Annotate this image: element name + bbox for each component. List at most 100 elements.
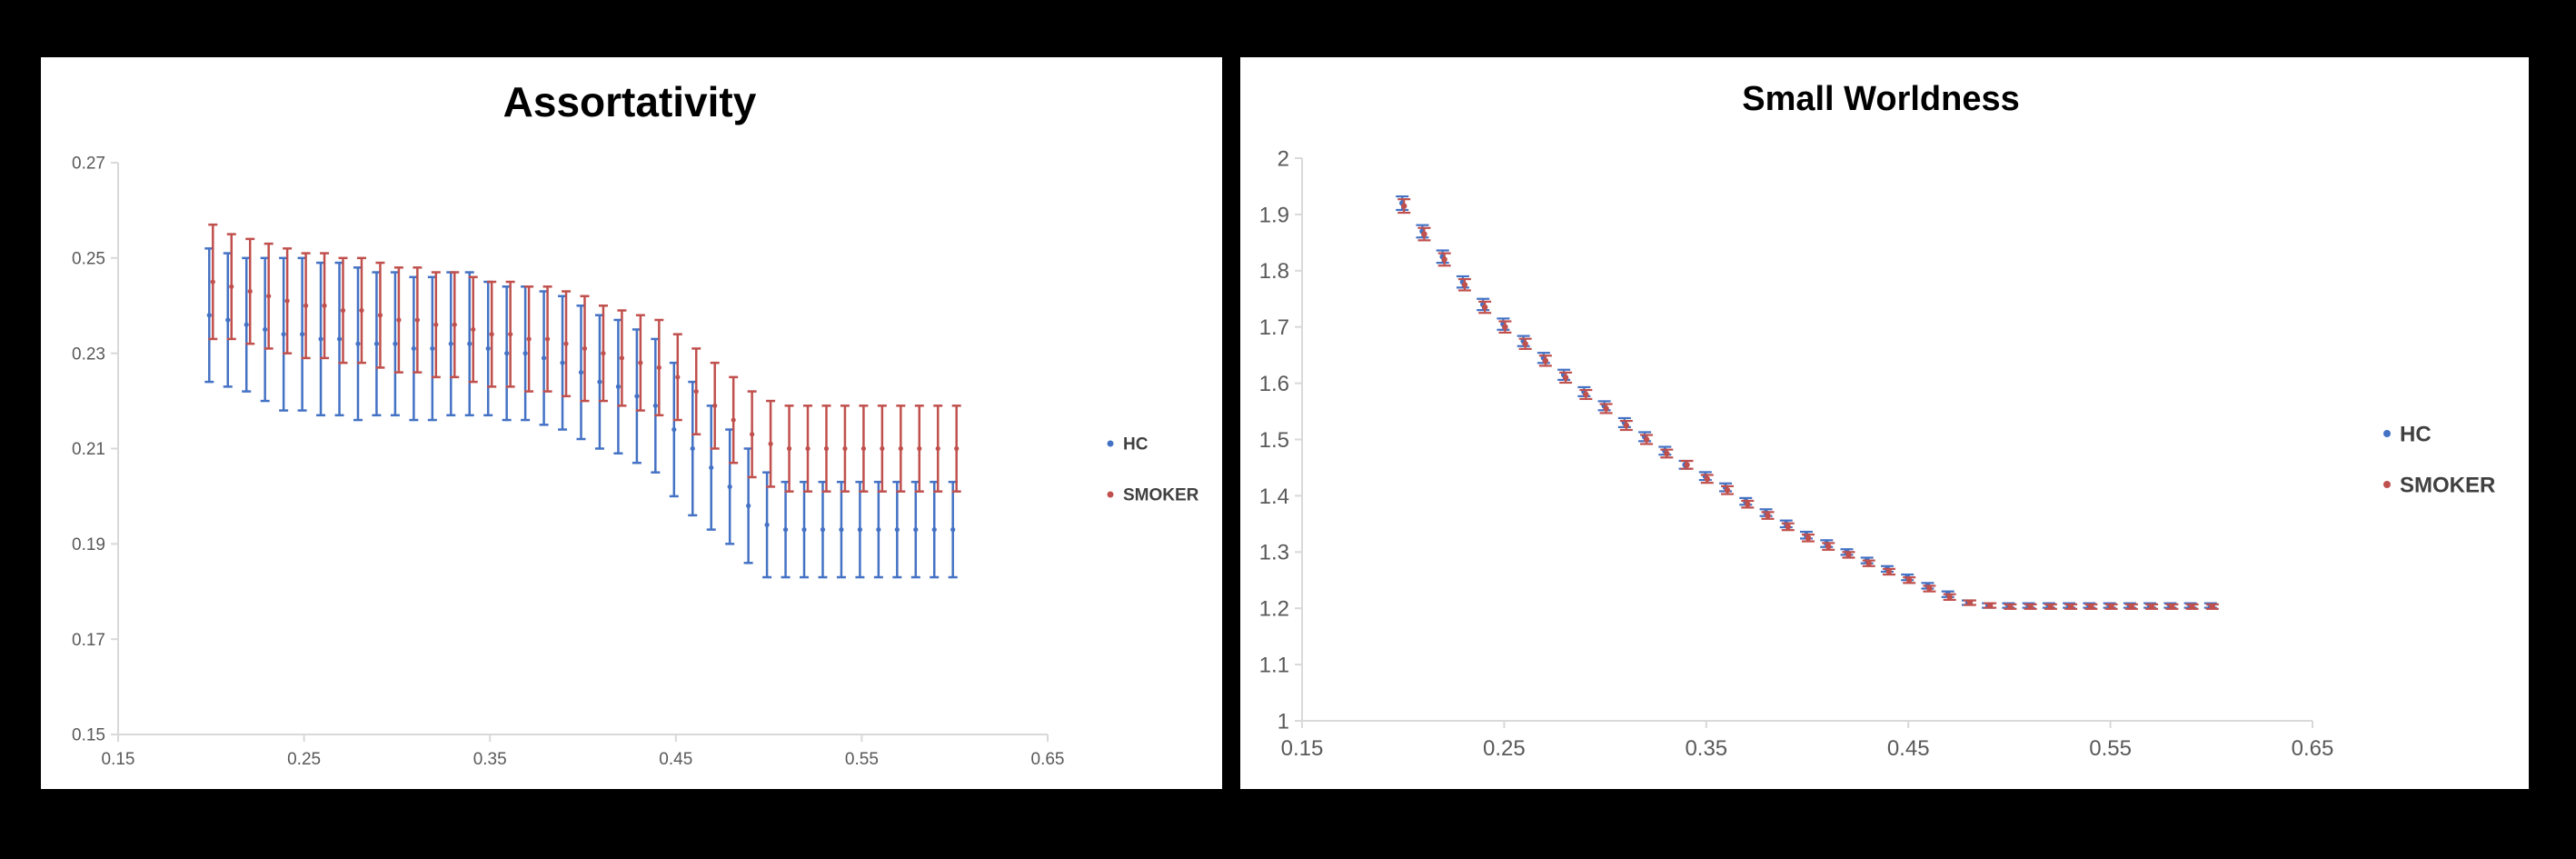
data-point	[1664, 450, 1670, 457]
data-point	[229, 284, 234, 289]
data-point	[1421, 231, 1427, 237]
data-point	[489, 332, 494, 337]
chart-title: Small Worldness	[1742, 80, 2020, 118]
data-point	[318, 336, 323, 342]
y-tick-label: 0.19	[72, 535, 105, 554]
data-point	[2189, 604, 2195, 610]
data-point	[411, 345, 416, 352]
series-hc	[1396, 195, 2217, 609]
data-point	[601, 351, 606, 356]
data-point	[931, 527, 937, 533]
data-point	[485, 345, 491, 352]
data-point	[578, 370, 584, 375]
data-point	[1684, 462, 1690, 468]
data-point	[857, 527, 863, 533]
chart-title: Assortativity	[503, 78, 757, 125]
y-tick-label: 1	[1278, 709, 1289, 734]
data-point	[508, 332, 513, 337]
y-tick-label: 0.25	[72, 249, 105, 268]
data-point	[690, 445, 695, 452]
data-point	[917, 445, 922, 452]
y-tick-label: 1.8	[1259, 259, 1289, 284]
legend-label: SMOKER	[2400, 473, 2495, 497]
y-tick-label: 1.2	[1259, 597, 1289, 622]
legend-label: HC	[1123, 435, 1149, 454]
data-point	[1745, 501, 1751, 507]
x-tick-label: 0.25	[287, 750, 321, 769]
data-point	[377, 313, 383, 318]
data-point	[1401, 203, 1407, 209]
data-point	[709, 464, 714, 471]
x-tick-label: 0.45	[1887, 736, 1930, 761]
data-point	[786, 445, 792, 452]
data-point	[2148, 604, 2155, 610]
data-point	[206, 313, 212, 318]
data-point	[768, 441, 773, 446]
data-point	[1603, 405, 1609, 412]
data-point	[471, 326, 476, 333]
data-point	[300, 332, 305, 337]
data-point	[727, 484, 732, 490]
data-point	[823, 445, 830, 452]
assortativity-chart-panel: Assortativity 0.15 0.17 0.19 0.21 0.23 0.25 0.…	[41, 57, 1222, 789]
data-point	[656, 365, 661, 370]
data-point	[373, 341, 380, 346]
assortativity-chart: Assortativity 0.15 0.17 0.19 0.21 0.23 0.25 0.…	[72, 78, 1199, 769]
data-point	[467, 341, 472, 346]
data-point	[1724, 487, 1731, 494]
y-tick-label: 1.5	[1259, 428, 1289, 453]
data-point	[430, 345, 435, 352]
data-point	[263, 326, 268, 333]
data-point	[266, 294, 272, 299]
small-worldness-chart: Small Worldness 1 1.1 1.2 1.3 1.4 1.5 1.6 1.7 1.…	[1259, 80, 2496, 761]
data-point	[1502, 324, 1508, 330]
data-point	[1522, 341, 1528, 347]
data-point	[652, 403, 658, 408]
data-point	[2007, 604, 2014, 610]
y-tick-label: 1.7	[1259, 315, 1289, 340]
data-point	[764, 522, 770, 527]
data-point	[1986, 602, 1994, 609]
data-point	[894, 527, 900, 533]
x-tick-label: 0.15	[1281, 736, 1324, 761]
data-point	[541, 355, 547, 361]
data-point	[452, 322, 457, 327]
data-point	[563, 341, 569, 346]
data-point	[746, 503, 751, 508]
data-point	[2067, 604, 2074, 610]
x-tick-label: 0.45	[659, 750, 692, 769]
data-point	[1966, 599, 1974, 606]
x-tick-label: 0.15	[102, 750, 135, 769]
data-point	[693, 389, 699, 395]
data-point	[393, 341, 398, 346]
data-point	[1461, 282, 1468, 288]
data-point	[582, 345, 588, 352]
data-point	[1906, 577, 1913, 584]
data-point	[801, 527, 807, 533]
data-point	[1805, 534, 1812, 542]
data-point	[396, 317, 402, 323]
data-point	[839, 527, 844, 533]
data-point	[913, 527, 919, 533]
data-point	[1441, 256, 1447, 263]
data-point	[247, 288, 253, 295]
series-hc	[204, 247, 958, 579]
data-point	[322, 303, 327, 308]
data-point	[303, 303, 309, 308]
data-point	[336, 336, 343, 342]
data-point	[712, 403, 718, 408]
data-point	[898, 445, 903, 452]
y-tick-label: 0.17	[72, 631, 105, 650]
data-point	[544, 336, 551, 342]
x-tick-label: 0.55	[845, 750, 879, 769]
y-tick-label: 0.15	[72, 726, 105, 745]
legend-marker	[2383, 481, 2391, 488]
data-point	[2128, 604, 2135, 610]
data-point	[950, 527, 956, 533]
small-worldness-chart-panel: Small Worldness 1 1.1 1.2 1.3 1.4 1.5 1.6 1.7 1.…	[1240, 57, 2529, 789]
data-point	[244, 322, 249, 327]
data-point	[750, 432, 755, 437]
data-point	[340, 307, 346, 314]
legend-marker	[1107, 491, 1114, 498]
data-point	[225, 317, 231, 323]
